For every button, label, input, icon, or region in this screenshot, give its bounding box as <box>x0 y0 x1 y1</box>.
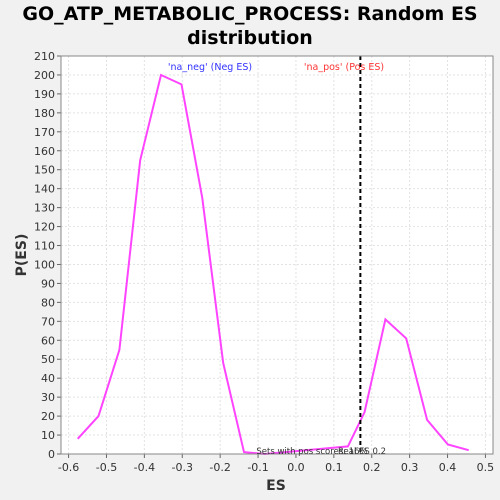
x-tick-label: 0.5 <box>477 461 495 474</box>
x-axis-ticks: -0.6 -0.5 -0.4 -0.3 -0.2 -0.1 0.0 0.1 0.2 0.3 0.4 0… <box>58 454 494 474</box>
y-tick-label: 140 <box>34 183 55 196</box>
x-tick-label: -0.5 <box>96 461 117 474</box>
x-tick-label: -0.2 <box>209 461 230 474</box>
x-tick-label: 0.3 <box>401 461 419 474</box>
y-tick-label: 150 <box>34 164 55 177</box>
y-tick-label: 190 <box>34 88 55 101</box>
y-tick-label: 160 <box>34 145 55 158</box>
x-tick-label: 0.2 <box>363 461 381 474</box>
y-axis-ticks: 0 10 20 30 40 50 60 70 80 90 100 110 120 130 140 150 160… <box>34 50 61 461</box>
y-tick-label: 60 <box>41 334 55 347</box>
plot-border <box>60 55 494 455</box>
y-tick-label: 120 <box>34 221 55 234</box>
y-tick-label: 80 <box>41 296 55 309</box>
y-tick-label: 30 <box>41 391 55 404</box>
y-tick-label: 180 <box>34 107 55 120</box>
real-es-annotation: Real ES 0.2 <box>338 447 386 457</box>
x-tick-label: 0.1 <box>325 461 343 474</box>
x-tick-label: -0.1 <box>247 461 268 474</box>
pos-scores-annotation: Sets with pos scores: 16% <box>256 447 367 457</box>
chart-title: GO_ATP_METABOLIC_PROCESS: Random ES dist… <box>0 2 500 50</box>
x-tick-label: 0.4 <box>439 461 457 474</box>
legend-neg-es: 'na_neg' (Neg ES) <box>168 62 252 73</box>
y-tick-label: 210 <box>34 50 55 63</box>
y-tick-label: 0 <box>48 448 55 461</box>
legend-pos-es: 'na_pos' (Pos ES) <box>304 62 384 73</box>
y-tick-label: 130 <box>34 202 55 215</box>
y-tick-label: 70 <box>41 315 55 328</box>
y-axis-title: P(ES) <box>14 234 30 277</box>
y-tick-label: 10 <box>41 429 55 442</box>
y-tick-label: 40 <box>41 372 55 385</box>
y-tick-label: 20 <box>41 410 55 423</box>
y-tick-label: 170 <box>34 126 55 139</box>
x-axis-title: ES <box>266 478 286 494</box>
plot-area <box>61 56 493 454</box>
y-tick-label: 50 <box>41 353 55 366</box>
x-tick-label: 0.0 <box>287 461 305 474</box>
y-tick-label: 200 <box>34 69 55 82</box>
x-tick-label: -0.4 <box>134 461 155 474</box>
x-tick-label: -0.6 <box>58 461 79 474</box>
y-tick-label: 110 <box>34 240 55 253</box>
x-tick-label: -0.3 <box>172 461 193 474</box>
y-tick-label: 100 <box>34 258 55 271</box>
chart-title-text: GO_ATP_METABOLIC_PROCESS: Random ES dist… <box>22 3 478 49</box>
series-line <box>76 73 469 456</box>
y-tick-label: 90 <box>41 277 55 290</box>
